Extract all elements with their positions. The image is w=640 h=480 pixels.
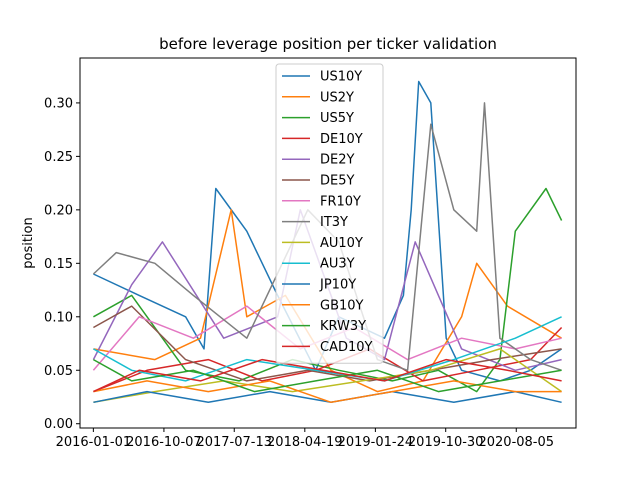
series-line-it3y <box>92 102 562 372</box>
series-line-de5y <box>93 305 562 382</box>
y-tick-label: 0.25 <box>44 150 73 165</box>
legend-label-krw3y: KRW3Y <box>320 319 366 334</box>
series-line-cad10y <box>93 358 562 393</box>
x-tick-label: 2019-01-24 <box>338 435 414 450</box>
legend-label-cad10y: CAD10Y <box>320 340 373 355</box>
y-tick-label: 0.00 <box>44 417 73 432</box>
x-tick-label: 2018-04-19 <box>267 435 343 450</box>
x-axis: 2016-01-012016-10-072017-07-132018-04-19… <box>56 428 554 450</box>
y-tick-label: 0.10 <box>44 310 73 325</box>
y-tick-label: 0.15 <box>44 257 73 272</box>
legend: US10Y US2Y US5Y DE10Y DE2Y DE5Y FR10Y IT3Y AU10Y… <box>275 63 384 364</box>
chart-title: before leverage position per ticker vali… <box>159 35 497 53</box>
y-axis-label: position <box>21 217 36 269</box>
legend-label-de10y: DE10Y <box>320 132 363 147</box>
y-tick-label: 0.05 <box>44 364 73 379</box>
legend-label-us10y: US10Y <box>320 70 362 85</box>
y-tick-label: 0.30 <box>44 96 73 111</box>
series-line-gb10y <box>93 380 562 404</box>
legend-label-de5y: DE5Y <box>320 174 354 189</box>
legend-label-gb10y: GB10Y <box>320 298 364 313</box>
legend-label-jp10y: JP10Y <box>319 278 356 293</box>
legend-label-fr10y: FR10Y <box>320 194 361 209</box>
legend-label-it3y: IT3Y <box>320 215 348 230</box>
legend-label-au10y: AU10Y <box>320 236 363 251</box>
x-tick-label: 2016-01-01 <box>56 435 132 450</box>
series-line-us10y <box>93 80 563 382</box>
y-axis: 0.00 0.05 0.10 0.15 0.20 0.25 0.30 <box>44 96 80 432</box>
x-tick-label: 2019-10-30 <box>408 435 484 450</box>
y-tick-label: 0.20 <box>44 203 73 218</box>
x-tick-label: 2017-07-13 <box>196 435 272 450</box>
legend-label-us5y: US5Y <box>320 111 354 126</box>
plot-frame <box>79 57 577 429</box>
legend-label-us2y: US2Y <box>320 90 354 105</box>
series-line-us2y <box>93 209 562 393</box>
legend-label-de2y: DE2Y <box>320 153 354 168</box>
series-line-au3y <box>93 316 562 382</box>
series-line-au10y <box>93 348 563 404</box>
legend-label-au3y: AU3Y <box>320 257 355 272</box>
x-tick-label: 2016-10-07 <box>126 435 202 450</box>
x-tick-label: 2020-08-05 <box>478 435 554 450</box>
series-line-krw3y <box>93 358 562 393</box>
series-line-us5y <box>93 187 563 393</box>
